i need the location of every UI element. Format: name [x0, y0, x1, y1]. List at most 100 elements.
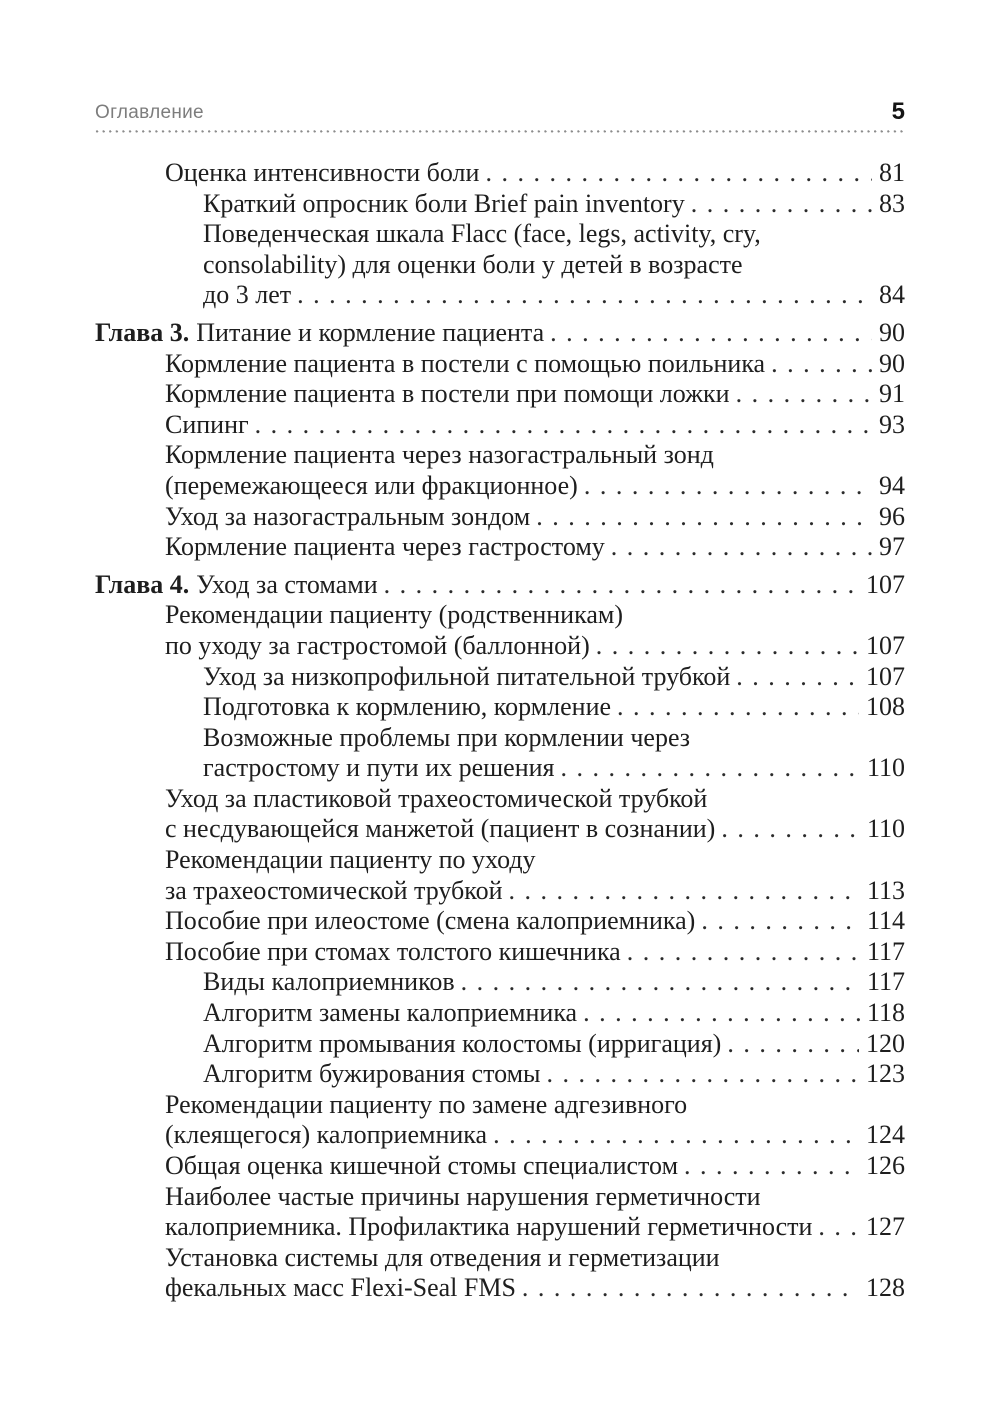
toc-entry: (клеящегося) калоприемника 124	[95, 1120, 905, 1151]
toc-entry: Уход за назогастральным зондом 96	[95, 502, 905, 533]
dot-leader	[508, 876, 859, 907]
toc-entry-page: 128	[866, 1273, 905, 1303]
toc-entry-page: 124	[866, 1120, 905, 1150]
toc-entry: до 3 лет 84	[95, 280, 905, 311]
toc-entry-title: Пособие при илеостоме (смена калоприемни…	[165, 906, 696, 936]
toc-entry-title: Кормление пациента через гастростому	[165, 532, 605, 562]
toc-entry-title: Питание и кормление пациента	[196, 317, 545, 347]
toc-entry-title: Алгоритм замены калоприемника	[203, 998, 578, 1028]
dot-leader	[547, 1059, 859, 1090]
toc-entry-title: Виды калоприемников	[203, 967, 455, 997]
toc-entry-page: 107	[866, 569, 905, 599]
toc-entry: Алгоритм промывания колостомы (ирригация…	[95, 1029, 905, 1060]
toc-entry-page: 107	[866, 661, 905, 691]
toc-entry-title: по уходу за гастростомой (баллонной)	[165, 630, 590, 660]
toc-entry-page: 110	[866, 814, 905, 844]
toc-entry-page: 110	[866, 753, 905, 783]
toc-entry: калоприемника. Профилактика нарушений ге…	[95, 1212, 905, 1243]
toc-entry-title: гастростому и пути их решения	[203, 753, 555, 783]
toc-entry: Общая оценка кишечной стомы специалистом…	[95, 1151, 905, 1182]
toc-entry-title: Уход за низкопрофильной питательной труб…	[203, 661, 731, 691]
toc-entry-title: Подготовка к кормлению, кормление	[203, 692, 612, 722]
dot-leader	[596, 631, 859, 662]
toc-entry: Установка системы для отведения и гермет…	[95, 1243, 905, 1274]
dot-leader	[522, 1273, 859, 1304]
toc-entry-page: 81	[879, 158, 905, 187]
toc-entry-page: 127	[866, 1212, 905, 1242]
toc-entry: Пособие при илеостоме (смена калоприемни…	[95, 906, 905, 937]
toc-entry-title: (перемежающееся или фракционное)	[165, 470, 578, 500]
toc-entry-title: Общая оценка кишечной стомы специалистом	[165, 1151, 679, 1180]
toc-entry-page: 117	[866, 936, 905, 966]
toc-entry-title: Оценка интенсивности боли	[165, 158, 480, 187]
toc-entry: Рекомендации пациенту (родственникам)	[95, 600, 905, 631]
running-title: Оглавление	[95, 102, 204, 123]
toc-entry-title: consolability) для оценки боли у детей в…	[203, 249, 743, 279]
toc-entry: Уход за низкопрофильной питательной труб…	[95, 662, 905, 693]
toc-entry: с несдувающейся манжетой (пациент в созн…	[95, 814, 905, 845]
toc-entry-page: 90	[879, 348, 905, 378]
toc-entry-title: Рекомендации пациенту (родственникам)	[165, 600, 623, 630]
dot-leader	[727, 1029, 859, 1060]
toc-entry-title: Рекомендации пациенту по замене адгезивн…	[165, 1089, 688, 1119]
toc-entry-title: Сипинг	[165, 409, 249, 439]
toc-entry-title: до 3 лет	[203, 280, 292, 310]
toc-entry: Кормление пациента в постели с помощью п…	[95, 349, 905, 380]
toc-entry-page: 94	[879, 470, 905, 500]
toc-chapter-prefix: Глава 3.	[95, 317, 190, 347]
toc-entry-title: Уход за стомами	[196, 569, 378, 599]
toc-entry-title: Алгоритм бужирования стомы	[203, 1059, 541, 1089]
toc-entry-page: 91	[879, 379, 905, 409]
dot-leader	[561, 753, 860, 784]
toc-entry-title: Краткий опросник боли Brief pain invento…	[203, 188, 685, 218]
toc-entry: Подготовка к кормлению, кормление 108	[95, 692, 905, 723]
dot-leader	[701, 906, 860, 937]
dot-leader	[611, 532, 872, 563]
toc-entry: Глава 4. Уход за стомами 107	[95, 570, 905, 601]
toc-entry-page: 118	[866, 998, 905, 1028]
toc-entry: Виды калоприемников 117	[95, 967, 905, 998]
toc-entry-page: 96	[879, 501, 905, 531]
toc-entry: Рекомендации пациенту по уходу	[95, 845, 905, 876]
dot-leader	[384, 570, 859, 601]
toc-entry-page: 117	[866, 967, 905, 997]
dot-leader	[736, 662, 859, 693]
toc-entry-page: 113	[866, 875, 905, 905]
toc-entry: Поведенческая шкала Flacc (face, legs, a…	[95, 219, 905, 250]
toc-entry-page: 97	[879, 532, 905, 562]
dot-leader	[493, 1120, 859, 1151]
toc-entry-title: фекальных масс Flexi-Seal FMS	[165, 1273, 516, 1303]
toc-entry-page: 114	[866, 906, 905, 936]
toc-entry: consolability) для оценки боли у детей в…	[95, 250, 905, 281]
toc-entry-page: 120	[866, 1028, 905, 1058]
dot-leader	[550, 318, 872, 349]
toc-entry-title: Кормление пациента через назогастральный…	[165, 440, 714, 470]
toc-entry: Краткий опросник боли Brief pain invento…	[95, 189, 905, 220]
toc-entry: (перемежающееся или фракционное) 94	[95, 471, 905, 502]
toc-entry-title: (клеящегося) калоприемника	[165, 1120, 488, 1150]
dot-leader	[297, 280, 872, 311]
toc-entry-page: 123	[866, 1059, 905, 1089]
toc-entry-title: Кормление пациента в постели с помощью п…	[165, 348, 766, 378]
toc-entry-page: 83	[879, 188, 905, 218]
toc-entry: Пособие при стомах толстого кишечника 11…	[95, 937, 905, 968]
toc-entry: Наиболее частые причины нарушения гермет…	[95, 1182, 905, 1213]
toc-entry-page: 107	[866, 630, 905, 660]
dot-leader	[617, 692, 859, 723]
toc-entry-title: Поведенческая шкала Flacc (face, legs, a…	[203, 219, 761, 249]
page-content: Оглавление 5 Оценка интенсивности боли 8…	[95, 100, 905, 1304]
toc-entry: Оценка интенсивности боли 81	[95, 158, 905, 189]
dot-leader	[485, 158, 872, 189]
toc-entry: за трахеостомической трубкой 113	[95, 876, 905, 907]
header-dotted-rule	[95, 129, 905, 134]
toc-entry: Уход за пластиковой трахеостомической тр…	[95, 784, 905, 815]
toc-entry: Сипинг 93	[95, 410, 905, 441]
toc-entry-page: 90	[879, 317, 905, 347]
toc-entry-title: Кормление пациента в постели при помощи …	[165, 379, 730, 409]
toc-entry-page: 84	[879, 280, 905, 310]
toc-entry: Алгоритм замены калоприемника 118	[95, 998, 905, 1029]
toc-entry-title: Наиболее частые причины нарушения гермет…	[165, 1181, 761, 1211]
toc-entry-title: Пособие при стомах толстого кишечника	[165, 936, 621, 966]
toc-entry-page: 126	[866, 1151, 905, 1180]
